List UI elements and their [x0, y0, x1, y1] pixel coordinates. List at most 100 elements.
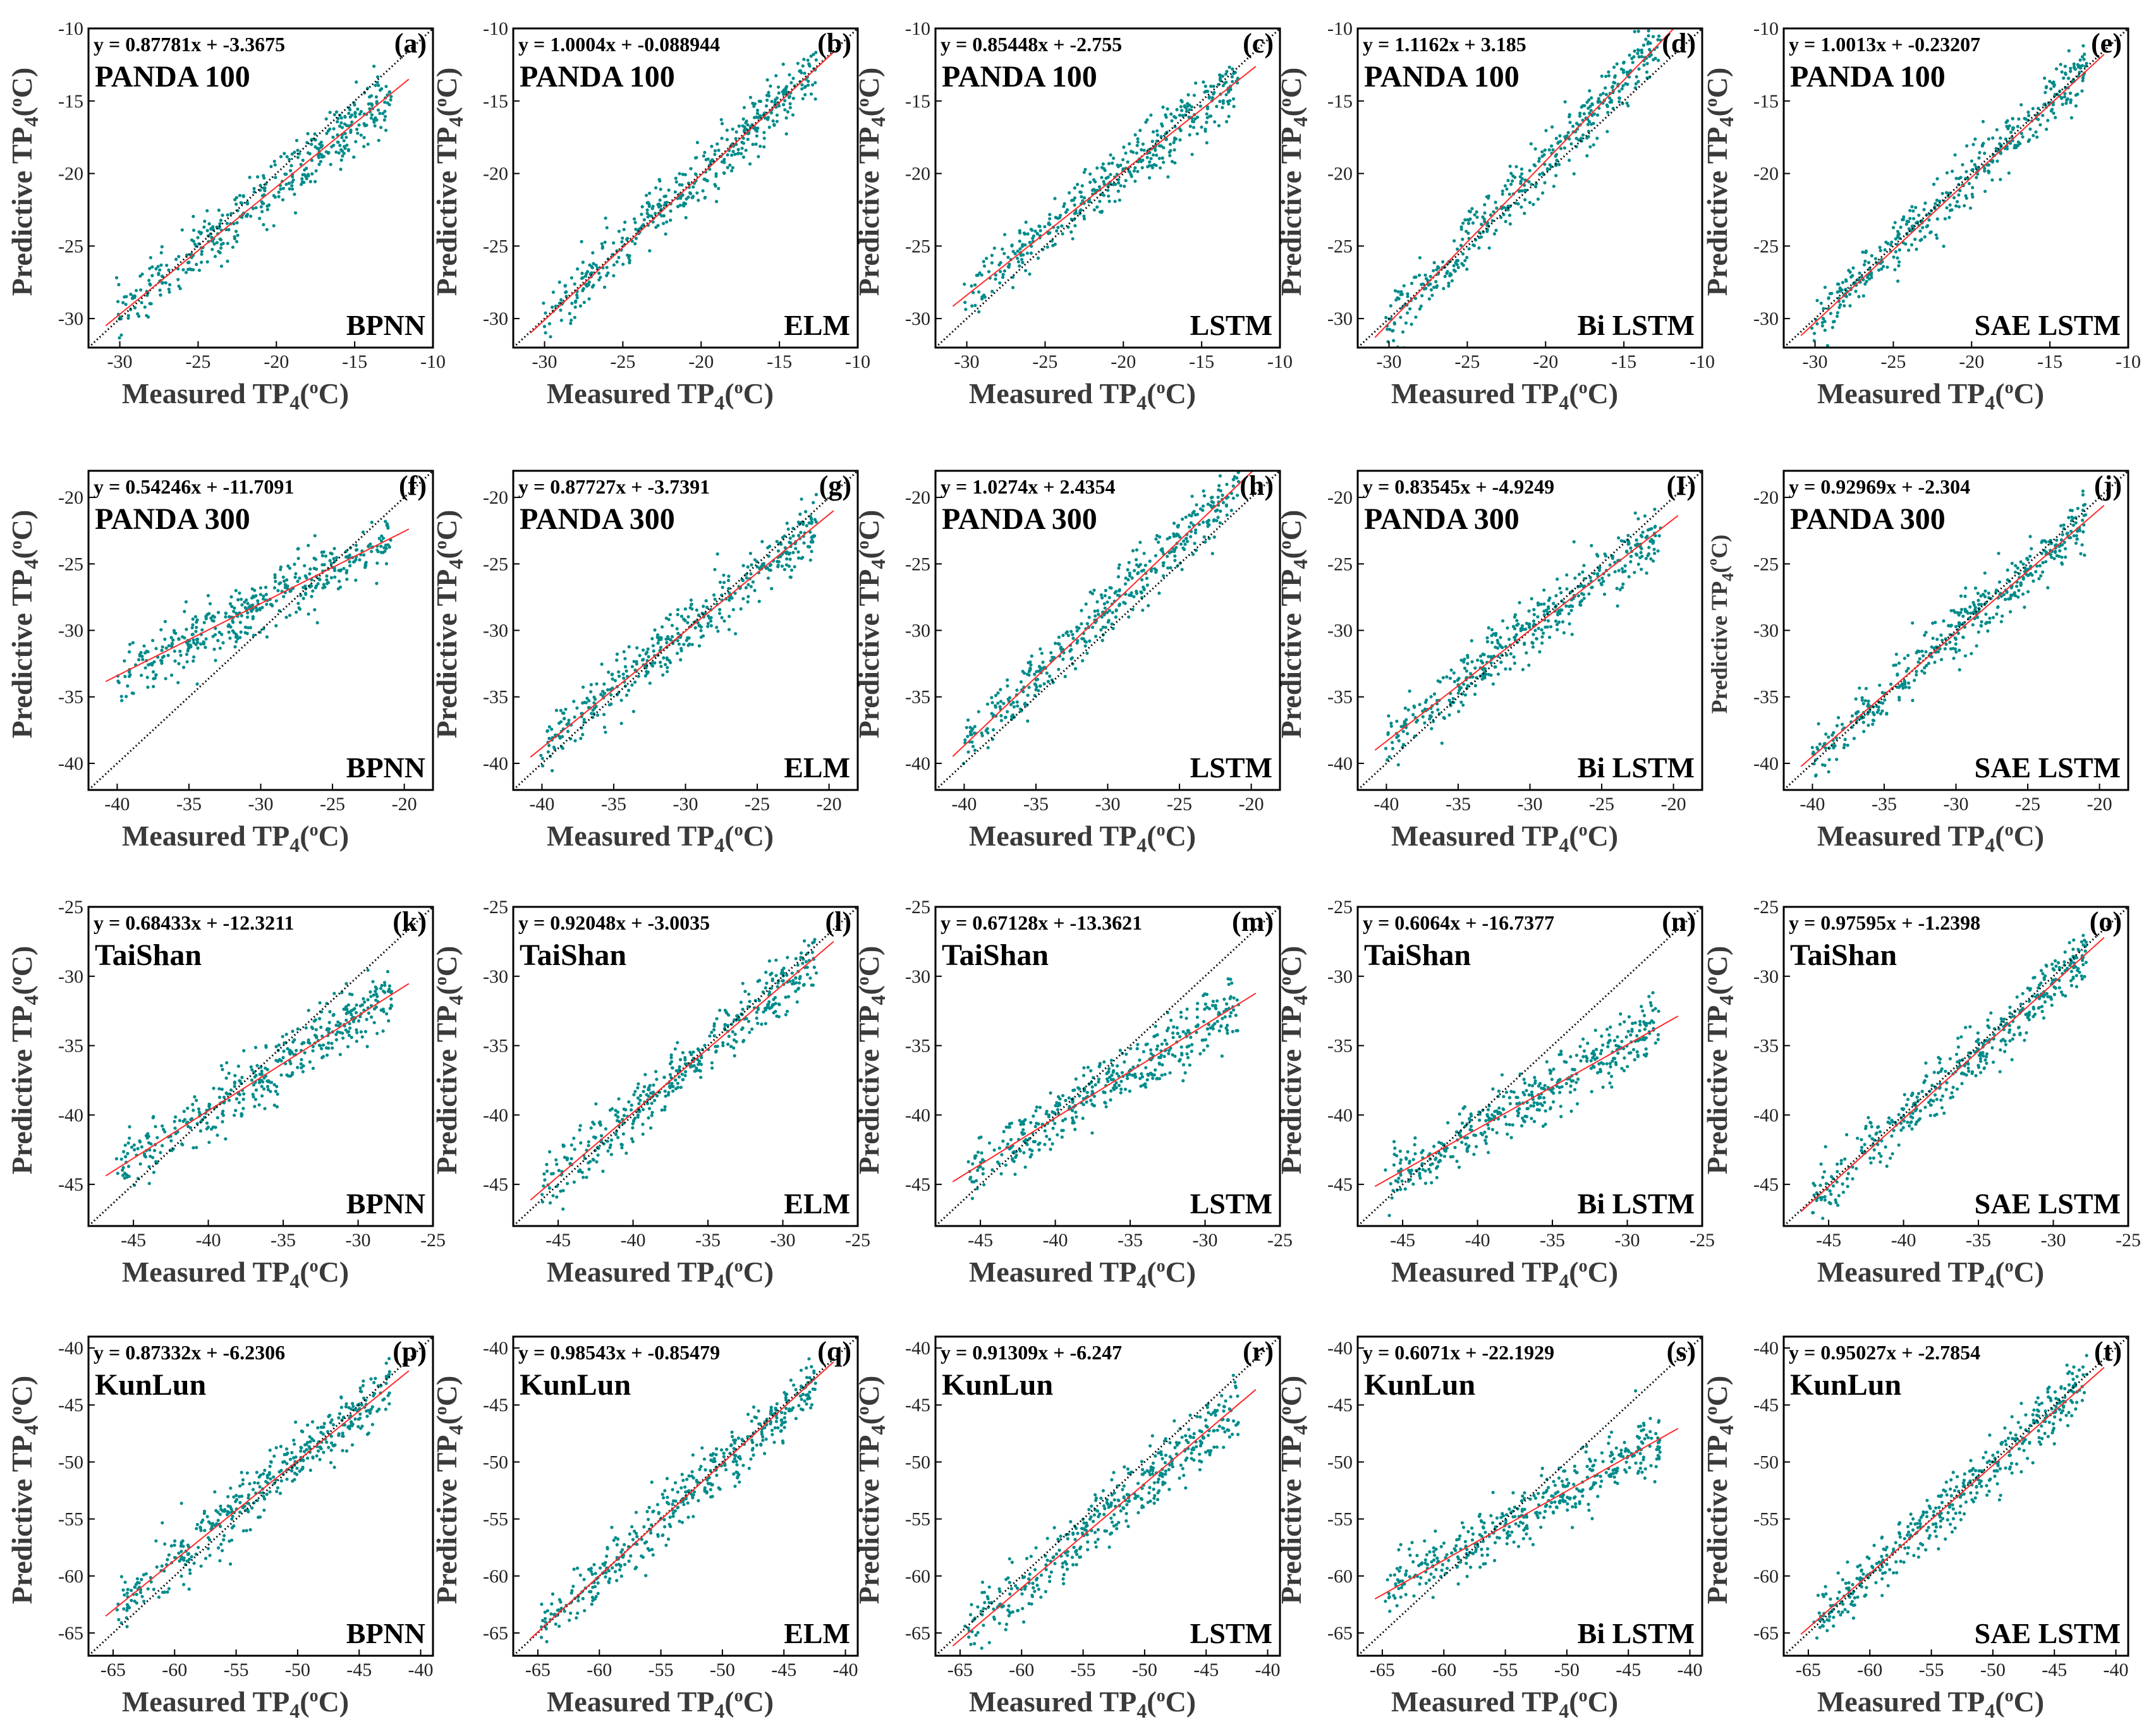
data-point: [132, 1143, 136, 1147]
data-point: [570, 276, 574, 280]
data-point: [1532, 619, 1536, 623]
data-point: [1870, 254, 1873, 258]
regression-equation: y = 0.87781x + -3.3675: [94, 33, 285, 56]
data-point: [296, 149, 300, 152]
data-point: [344, 981, 348, 986]
data-point: [1563, 100, 1567, 104]
data-point: [658, 198, 662, 202]
data-point: [1652, 559, 1655, 563]
data-point: [212, 615, 216, 619]
data-point: [346, 149, 351, 152]
data-point: [344, 1012, 348, 1016]
data-point: [1131, 549, 1135, 553]
data-point: [342, 1007, 346, 1011]
data-point: [289, 164, 293, 167]
data-point: [204, 637, 208, 641]
data-point: [1582, 564, 1586, 568]
regression-equation: y = 1.1162x + 3.185: [1363, 33, 1526, 56]
data-point: [1473, 213, 1477, 217]
data-point: [303, 574, 307, 578]
data-point: [605, 265, 609, 269]
data-point: [622, 650, 626, 653]
data-point: [1128, 571, 1131, 575]
data-point: [1640, 55, 1644, 59]
plot-frame: [1782, 27, 2129, 349]
data-point: [1101, 625, 1105, 629]
data-point: [1532, 612, 1536, 617]
data-point: [378, 111, 382, 116]
data-point: [2069, 66, 2073, 70]
data-point: [1100, 209, 1104, 214]
data-point: [1922, 654, 1925, 658]
data-point: [783, 99, 787, 102]
data-point: [1456, 265, 1460, 269]
data-point: [663, 1108, 667, 1112]
regression-equation: y = 0.87727x + -3.7391: [518, 475, 710, 498]
data-point: [1653, 525, 1657, 529]
data-point: [779, 555, 783, 559]
data-point: [329, 576, 334, 580]
data-point: [385, 1012, 389, 1016]
data-point: [1413, 296, 1418, 300]
data-point: [1180, 568, 1184, 571]
data-point: [549, 335, 552, 339]
data-point: [377, 537, 381, 540]
data-point: [1640, 535, 1644, 538]
data-point: [741, 597, 745, 601]
data-point: [1095, 600, 1099, 604]
data-point: [350, 113, 354, 117]
data-point: [1639, 550, 1643, 555]
data-point: [146, 650, 150, 653]
data-point: [794, 547, 798, 550]
model-name: ELM: [784, 751, 850, 784]
data-point: [1011, 713, 1014, 717]
data-point: [2009, 610, 2013, 614]
data-point: [1026, 661, 1030, 665]
data-point: [2060, 555, 2064, 559]
data-point: [2009, 597, 2013, 600]
data-point: [229, 212, 233, 215]
data-point: [714, 174, 718, 178]
data-point: [809, 92, 813, 96]
data-point: [240, 1112, 244, 1117]
data-point: [1075, 641, 1079, 645]
data-point: [123, 659, 126, 663]
data-point: [1456, 678, 1459, 682]
data-point: [387, 90, 391, 94]
data-point: [265, 1084, 270, 1088]
data-point: [1205, 116, 1209, 119]
data-point: [746, 600, 750, 604]
data-point: [252, 1083, 256, 1087]
data-point: [1911, 224, 1915, 228]
data-point: [182, 665, 186, 669]
data-point: [589, 683, 593, 686]
data-point: [706, 622, 710, 626]
data-point: [177, 284, 181, 288]
data-point: [1894, 237, 1897, 241]
fit-line: [1800, 54, 2105, 336]
data-point: [1440, 741, 1444, 745]
data-point: [1585, 154, 1589, 158]
data-point: [797, 533, 801, 538]
data-point: [813, 81, 817, 85]
data-point: [302, 586, 305, 590]
identity-line: [88, 907, 433, 1226]
data-point: [667, 617, 671, 621]
data-point: [741, 155, 745, 159]
data-point: [133, 1148, 137, 1151]
data-point: [633, 242, 637, 246]
data-point: [1473, 666, 1477, 670]
data-point: [679, 649, 683, 653]
data-point: [2080, 543, 2084, 547]
data-point: [1109, 173, 1112, 176]
data-point: [1842, 746, 1846, 750]
data-point: [2017, 117, 2021, 121]
data-point: [1221, 494, 1224, 497]
plot-frame: [934, 27, 1281, 349]
data-point: [1026, 693, 1030, 697]
data-point: [349, 128, 353, 132]
data-point: [273, 576, 277, 580]
data-point: [1413, 734, 1416, 738]
data-point: [374, 999, 378, 1002]
data-point: [1569, 142, 1573, 146]
